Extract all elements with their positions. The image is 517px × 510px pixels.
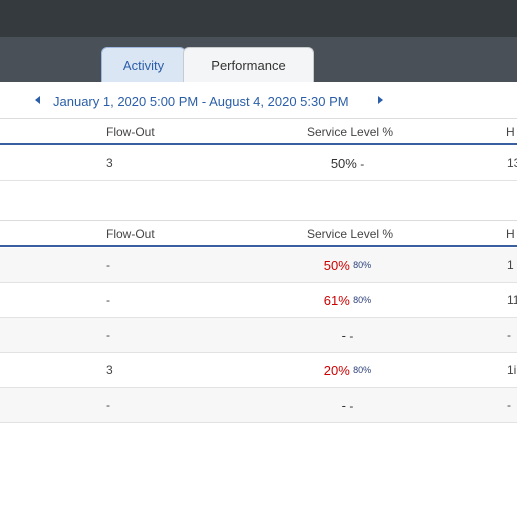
table1-header: Flow-Out Service Level % H	[0, 118, 517, 145]
service-level-target: -	[349, 329, 354, 343]
table-row[interactable]: - 61% 80% 11	[0, 283, 517, 318]
table-row[interactable]: 3 50% - 13	[0, 146, 517, 181]
service-level-value: 50%	[323, 258, 350, 273]
service-level-value: -	[341, 328, 346, 343]
table2-header: Flow-Out Service Level % H	[0, 220, 517, 247]
service-level-cell: - -	[300, 398, 395, 413]
next-column-cell: -	[507, 328, 511, 342]
next-range-arrow-icon[interactable]	[378, 96, 383, 104]
table-row[interactable]: 3 20% 80% 1i	[0, 353, 517, 388]
service-level-cell: 20% 80%	[300, 363, 395, 378]
tab-performance-label: Performance	[211, 57, 286, 73]
top-app-bar	[0, 0, 517, 37]
table-row[interactable]: - - - -	[0, 388, 517, 423]
column-header-next[interactable]: H	[506, 227, 515, 241]
column-header-service-level[interactable]: Service Level %	[307, 227, 394, 241]
tab-performance[interactable]: Performance	[183, 47, 314, 82]
service-level-cell: 50% -	[300, 156, 395, 171]
tab-bar: Activity Performance	[0, 37, 517, 82]
flow-out-cell: 3	[106, 363, 113, 377]
service-level-target: 80%	[353, 260, 372, 270]
tab-activity-label: Activity	[122, 57, 165, 73]
column-header-flow-out[interactable]: Flow-Out	[106, 125, 155, 139]
service-level-cell: 61% 80%	[300, 293, 395, 308]
next-column-cell: 1	[507, 258, 514, 272]
column-header-next[interactable]: H	[506, 125, 515, 139]
next-column-cell: -	[507, 398, 511, 412]
flow-out-cell: -	[106, 293, 110, 307]
date-range-navigator: January 1, 2020 5:00 PM - August 4, 2020…	[0, 82, 517, 118]
tab-activity[interactable]: Activity	[101, 47, 186, 82]
next-column-cell: 1i	[507, 363, 517, 377]
flow-out-cell: -	[106, 328, 110, 342]
flow-out-cell: 3	[106, 156, 113, 170]
next-column-cell: 11	[507, 293, 517, 307]
column-header-service-level[interactable]: Service Level %	[307, 125, 394, 139]
date-range-label[interactable]: January 1, 2020 5:00 PM - August 4, 2020…	[53, 94, 349, 109]
service-level-target: -	[360, 157, 365, 171]
service-level-target: 80%	[353, 295, 372, 305]
service-level-cell: - -	[300, 328, 395, 343]
service-level-value: 50%	[330, 156, 357, 171]
service-level-target: -	[349, 399, 354, 413]
next-column-cell: 13	[507, 156, 517, 170]
service-level-value: 20%	[323, 363, 350, 378]
flow-out-cell: -	[106, 258, 110, 272]
service-level-cell: 50% 80%	[300, 258, 395, 273]
flow-out-cell: -	[106, 398, 110, 412]
previous-range-arrow-icon[interactable]	[35, 96, 40, 104]
column-header-flow-out[interactable]: Flow-Out	[106, 227, 155, 241]
service-level-target: 80%	[353, 365, 372, 375]
table-row[interactable]: - - - -	[0, 318, 517, 353]
service-level-value: -	[341, 398, 346, 413]
table-row[interactable]: - 50% 80% 1	[0, 248, 517, 283]
service-level-value: 61%	[323, 293, 350, 308]
